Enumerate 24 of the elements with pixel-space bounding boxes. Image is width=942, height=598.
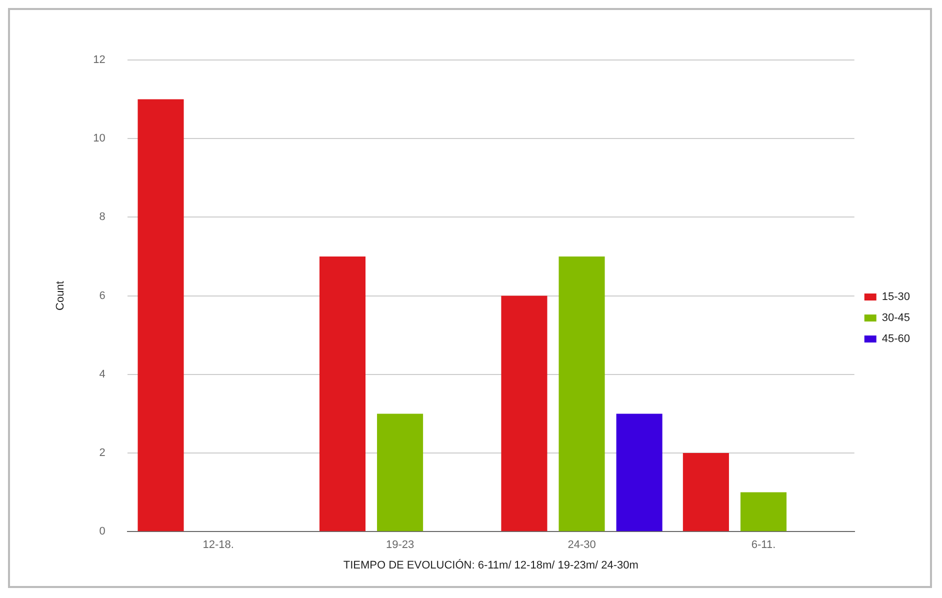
bar <box>740 492 787 532</box>
y-axis-title: Count <box>54 281 67 310</box>
legend-label: 45-60 <box>882 333 910 346</box>
x-tick-label: 19-23 <box>386 539 414 552</box>
legend-label: 15-30 <box>882 291 910 304</box>
y-tick-label: 0 <box>99 526 106 538</box>
y-tick-label: 8 <box>99 211 106 224</box>
legend-label: 30-45 <box>882 312 910 324</box>
x-axis-title: TIEMPO DE EVOLUCIÓN: 6-11m/ 12-18m/ 19-23m/ 24-30m <box>343 558 638 572</box>
bar <box>319 256 366 532</box>
bar <box>682 453 729 532</box>
bar <box>138 99 184 532</box>
y-tick-label: 2 <box>99 447 106 460</box>
bar <box>501 296 548 532</box>
y-tick-label: 6 <box>99 290 106 302</box>
x-tick-label: 6-11. <box>751 539 776 552</box>
y-tick-label: 12 <box>93 54 106 66</box>
y-tick-label: 10 <box>93 132 106 145</box>
y-tick-label: 4 <box>99 368 106 380</box>
bar <box>558 256 605 532</box>
x-tick-label: 12-18. <box>202 539 234 552</box>
bar <box>616 414 662 532</box>
bar <box>377 414 424 532</box>
x-tick-label: 24-30 <box>568 539 596 552</box>
